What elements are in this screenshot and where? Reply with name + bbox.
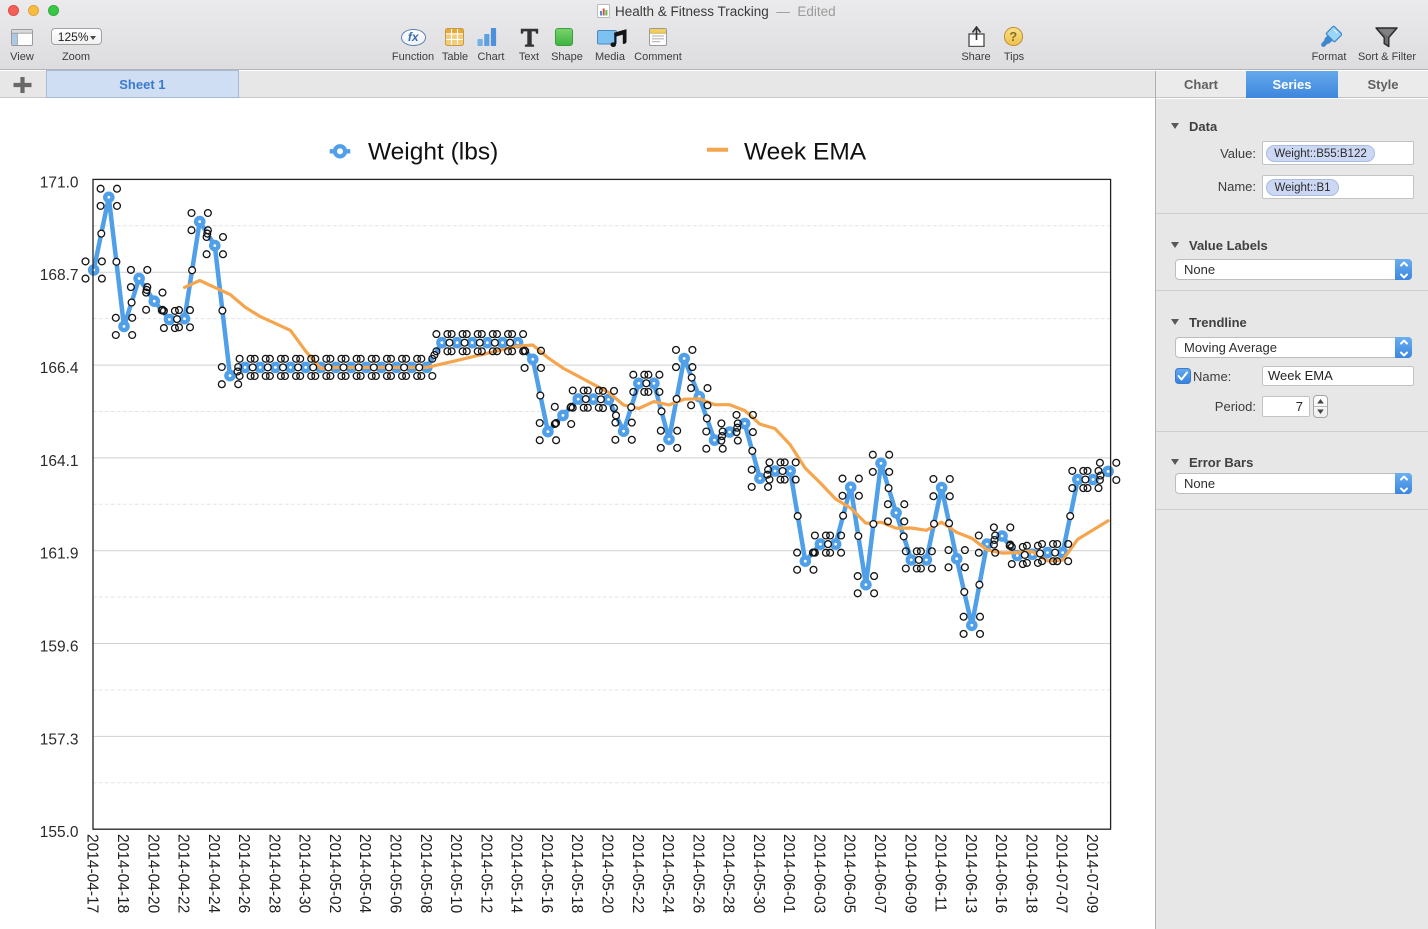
svg-text:2014-04-30: 2014-04-30 (296, 834, 313, 914)
svg-text:2014-04-18: 2014-04-18 (114, 834, 131, 913)
svg-text:2014-05-10: 2014-05-10 (447, 834, 464, 914)
svg-text:2014-05-16: 2014-05-16 (538, 834, 555, 913)
svg-text:157.3: 157.3 (40, 731, 79, 748)
svg-text:2014-06-16: 2014-06-16 (992, 834, 1009, 913)
svg-text:2014-05-26: 2014-05-26 (689, 834, 706, 913)
svg-text:2014-05-20: 2014-05-20 (599, 834, 616, 914)
svg-text:2014-06-18: 2014-06-18 (1022, 834, 1039, 913)
svg-text:2014-05-12: 2014-05-12 (477, 834, 494, 913)
svg-text:2014-05-06: 2014-05-06 (387, 834, 404, 913)
svg-text:Weight (lbs): Weight (lbs) (368, 139, 498, 166)
svg-text:2014-06-01: 2014-06-01 (780, 834, 797, 913)
svg-text:2014-05-14: 2014-05-14 (508, 834, 525, 914)
svg-text:2014-06-07: 2014-06-07 (871, 834, 888, 913)
svg-text:Week EMA: Week EMA (744, 139, 867, 166)
svg-text:2014-04-28: 2014-04-28 (265, 834, 282, 913)
svg-text:2014-05-18: 2014-05-18 (568, 834, 585, 913)
svg-text:168.7: 168.7 (40, 267, 79, 284)
svg-text:2014-04-20: 2014-04-20 (144, 834, 161, 914)
svg-text:2014-05-04: 2014-05-04 (356, 834, 373, 914)
svg-text:2014-05-02: 2014-05-02 (326, 834, 343, 913)
svg-text:2014-07-07: 2014-07-07 (1053, 834, 1070, 913)
svg-text:2014-05-24: 2014-05-24 (659, 834, 676, 914)
svg-text:2014-04-17: 2014-04-17 (84, 834, 101, 913)
svg-text:2014-06-13: 2014-06-13 (962, 834, 979, 913)
svg-text:2014-05-30: 2014-05-30 (750, 834, 767, 914)
svg-text:161.9: 161.9 (40, 546, 79, 563)
svg-text:164.1: 164.1 (40, 453, 79, 470)
svg-text:2014-05-22: 2014-05-22 (629, 834, 646, 913)
svg-text:2014-04-22: 2014-04-22 (175, 834, 192, 913)
svg-text:2014-07-09: 2014-07-09 (1083, 834, 1100, 913)
svg-text:2014-04-26: 2014-04-26 (235, 834, 252, 913)
svg-text:2014-06-09: 2014-06-09 (901, 834, 918, 913)
svg-text:155.0: 155.0 (40, 824, 79, 841)
svg-text:171.0: 171.0 (40, 174, 79, 191)
svg-text:2014-05-28: 2014-05-28 (720, 834, 737, 913)
svg-text:2014-04-24: 2014-04-24 (205, 834, 222, 914)
svg-text:2014-06-11: 2014-06-11 (932, 834, 949, 912)
svg-text:2014-06-03: 2014-06-03 (810, 834, 827, 913)
svg-text:2014-05-08: 2014-05-08 (417, 834, 434, 913)
svg-text:159.6: 159.6 (40, 639, 79, 656)
svg-text:2014-06-05: 2014-06-05 (841, 834, 858, 913)
svg-text:166.4: 166.4 (40, 360, 79, 377)
